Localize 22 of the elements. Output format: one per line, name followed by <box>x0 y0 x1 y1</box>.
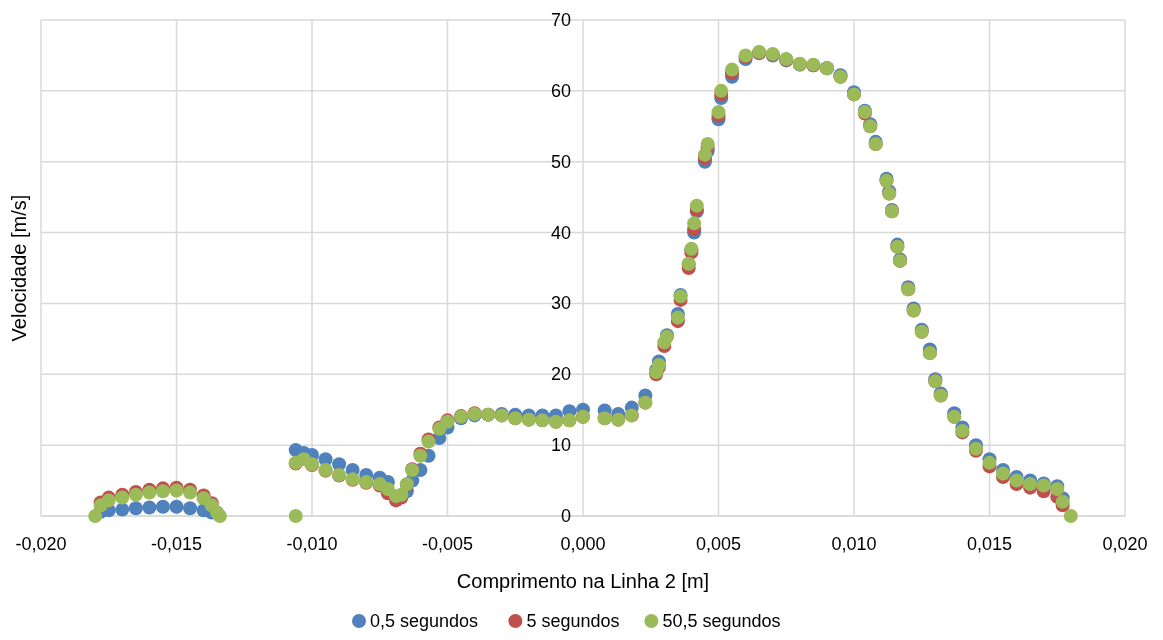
y-tick-label: 70 <box>550 10 571 30</box>
y-tick-label: 60 <box>550 80 571 101</box>
x-tick-label: 0,000 <box>560 534 606 554</box>
legend-label: 5 segundos <box>526 611 620 631</box>
x-tick-label: 0,010 <box>831 534 877 554</box>
y-tick-label: 40 <box>550 222 571 243</box>
y-axis-title: Velocidade [m/s] <box>8 194 30 342</box>
x-axis-title: Comprimento na Linha 2 [m] <box>456 570 710 592</box>
y-tick-label: 30 <box>550 293 571 314</box>
y-tick-label: 50 <box>550 151 571 172</box>
y-tick-label: 0 <box>560 506 571 526</box>
x-tick-label: 0,020 <box>1102 534 1148 554</box>
y-tick-label: 10 <box>550 435 571 456</box>
x-tick-label: 0,005 <box>695 534 742 554</box>
legend-label: 50,5 segundos <box>662 611 781 631</box>
legend-label: 0,5 segundos <box>370 611 479 631</box>
x-tick-label: -0,015 <box>150 534 203 554</box>
y-tick-label: 20 <box>550 364 571 385</box>
x-tick-label: -0,020 <box>15 534 67 554</box>
x-tick-label: 0,015 <box>966 534 1013 554</box>
x-tick-label: -0,005 <box>421 534 474 554</box>
x-tick-label: -0,010 <box>286 534 338 554</box>
